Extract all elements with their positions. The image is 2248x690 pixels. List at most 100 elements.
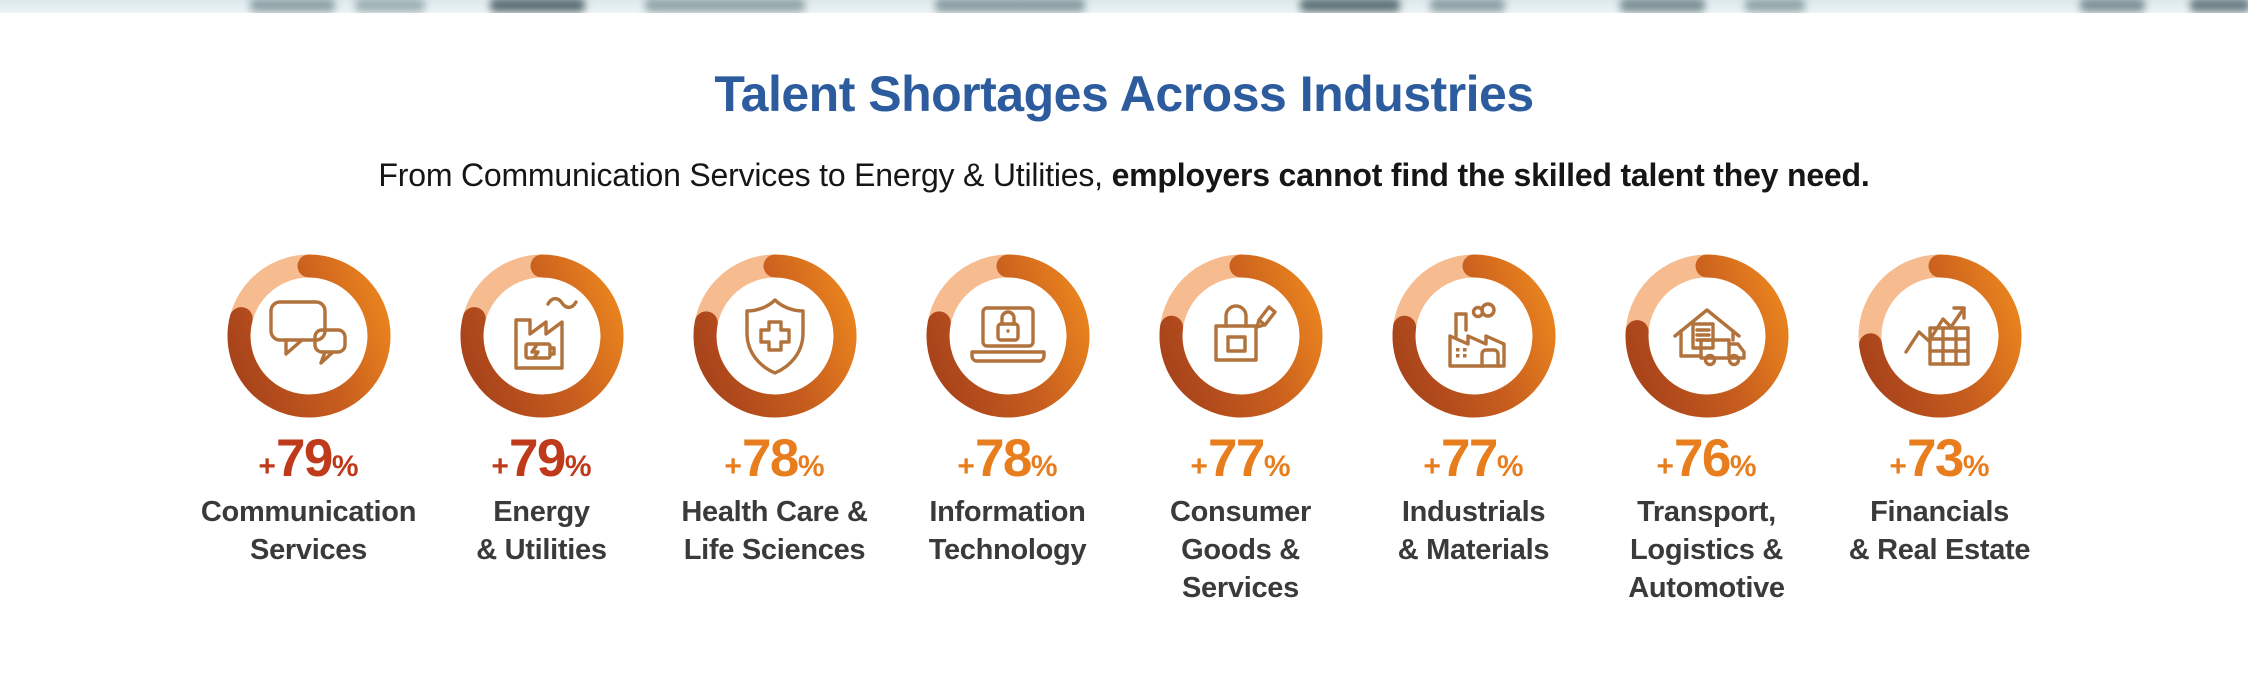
- industry-label-line: Goods &: [1181, 533, 1300, 566]
- donut-arc: [460, 254, 623, 417]
- shortage-percentage: +76%: [1656, 432, 1756, 485]
- blur-smudge: [1745, 0, 1805, 12]
- industry-label-line: Information: [929, 495, 1086, 528]
- donut-gauge-svg: [1858, 254, 2021, 417]
- industry-card: +76% Transport, Logistics & Automotive: [1590, 254, 1823, 607]
- plus-sign: +: [1656, 449, 1674, 483]
- donut-gauge: [693, 254, 857, 418]
- health-shield-icon: [744, 297, 805, 375]
- plus-sign: +: [258, 449, 276, 483]
- plus-sign: +: [957, 449, 975, 483]
- blur-smudge: [490, 0, 585, 12]
- industry-label-line: & Real Estate: [1848, 533, 2031, 566]
- percent-sign: %: [1263, 449, 1291, 483]
- donut-gauge: [1625, 254, 1789, 418]
- percent-sign: %: [1962, 449, 1990, 483]
- shortage-percentage: +79%: [491, 432, 591, 485]
- donut-gauge-svg: [926, 254, 1089, 417]
- industry-label-line: & Materials: [1397, 533, 1550, 566]
- industry-label-line: Logistics &: [1629, 533, 1783, 566]
- industry-label-line: Services: [1182, 571, 1299, 604]
- donut-arc: [227, 254, 390, 417]
- blur-smudge: [2080, 0, 2145, 12]
- industry-card: +77% Consumer Goods & Services: [1124, 254, 1357, 607]
- shortage-percentage: +77%: [1190, 432, 1290, 485]
- subtitle-regular-text: From Communication Services to Energy & …: [378, 156, 1112, 193]
- percent-sign: %: [331, 449, 359, 483]
- plus-sign: +: [1889, 449, 1907, 483]
- shortage-percentage: +73%: [1889, 432, 1989, 485]
- speech-bubbles-icon: [268, 299, 347, 365]
- industry-label-line: Technology: [928, 533, 1087, 566]
- subtitle-bold-text: employers cannot find the skilled talent…: [1111, 156, 1870, 193]
- industry-label-line: Industrials: [1401, 495, 1546, 528]
- donut-gauge: [926, 254, 1090, 418]
- factory-icon: [1447, 301, 1506, 368]
- donut-gauge: [1159, 254, 1323, 418]
- donut-gauge-svg: [1392, 254, 1555, 417]
- energy-factory-icon: [513, 296, 578, 370]
- donut-arc: [693, 254, 856, 417]
- industry-label-line: Life Sciences: [683, 533, 866, 566]
- percent-value: 76: [1673, 428, 1731, 488]
- donut-gauge: [1392, 254, 1556, 418]
- page-title: Talent Shortages Across Industries: [714, 66, 1534, 122]
- blur-smudge: [355, 0, 425, 12]
- percent-value: 78: [741, 428, 799, 488]
- shortage-percentage: +78%: [957, 432, 1057, 485]
- industry-donut-row: +79% Communication Services +79% Energy & …: [0, 254, 2248, 607]
- percent-sign: %: [797, 449, 825, 483]
- donut-gauge-svg: [460, 254, 623, 417]
- industry-label-line: Communication: [200, 495, 417, 528]
- industry-label-line: Health Care &: [681, 495, 868, 528]
- donut-gauge: [460, 254, 624, 418]
- industry-label: Health Care & Life Sciences: [681, 493, 868, 569]
- percent-sign: %: [564, 449, 592, 483]
- percent-value: 77: [1440, 428, 1498, 488]
- industry-card: +77% Industrials & Materials: [1357, 254, 1590, 607]
- industry-label-line: Energy: [493, 495, 590, 528]
- donut-gauge-svg: [1159, 254, 1322, 417]
- industry-label: Transport, Logistics & Automotive: [1628, 493, 1785, 607]
- top-edge-artifact: [0, 0, 2248, 13]
- donut-arc: [1625, 254, 1788, 417]
- industry-label-line: Transport,: [1637, 495, 1776, 528]
- blur-smudge: [250, 0, 335, 12]
- industry-label-line: Services: [250, 533, 367, 566]
- industry-card: +78% Information Technology: [891, 254, 1124, 607]
- plus-sign: +: [724, 449, 742, 483]
- blur-smudge: [1300, 0, 1400, 12]
- percent-value: 77: [1207, 428, 1265, 488]
- laptop-lock-icon: [969, 305, 1046, 363]
- shortage-percentage: +79%: [258, 432, 358, 485]
- page-subtitle: From Communication Services to Energy & …: [0, 157, 2248, 194]
- industry-label: Financials & Real Estate: [1848, 493, 2031, 569]
- industry-card: +79% Communication Services: [192, 254, 425, 607]
- industry-label-line: Automotive: [1628, 571, 1785, 604]
- plus-sign: +: [1190, 449, 1208, 483]
- chart-growth-icon: [1903, 305, 1970, 366]
- industry-label: Communication Services: [200, 493, 417, 569]
- percent-value: 78: [974, 428, 1032, 488]
- percent-sign: %: [1030, 449, 1058, 483]
- industry-label-line: Financials: [1870, 495, 2009, 528]
- industry-label: Industrials & Materials: [1397, 493, 1550, 569]
- industry-card: +78% Health Care & Life Sciences: [658, 254, 891, 607]
- shopping-bag-icon: [1213, 303, 1277, 362]
- donut-gauge: [227, 254, 391, 418]
- percent-sign: %: [1496, 449, 1524, 483]
- percent-sign: %: [1729, 449, 1757, 483]
- blur-smudge: [2190, 0, 2248, 12]
- blur-smudge: [1620, 0, 1705, 12]
- industry-label-line: Consumer: [1169, 495, 1311, 528]
- warehouse-truck-icon: [1672, 307, 1746, 366]
- industry-card: +73% Financials & Real Estate: [1823, 254, 2056, 607]
- blur-smudge: [935, 0, 1085, 12]
- industry-label: Information Technology: [929, 493, 1087, 569]
- percent-value: 73: [1906, 428, 1964, 488]
- percent-value: 79: [275, 428, 333, 488]
- blur-smudge: [1430, 0, 1505, 12]
- plus-sign: +: [491, 449, 509, 483]
- donut-gauge: [1858, 254, 2022, 418]
- industry-label: Energy & Utilities: [476, 493, 607, 569]
